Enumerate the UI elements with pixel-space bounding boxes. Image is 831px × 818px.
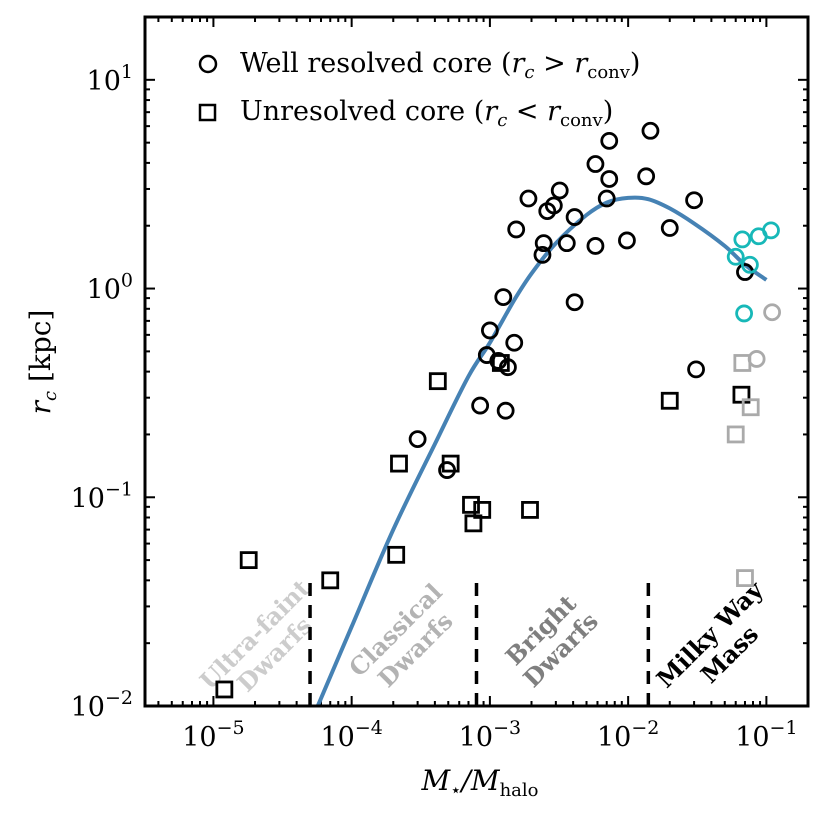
x-tick-label: 10−3	[459, 717, 521, 753]
data-point-circle	[687, 360, 705, 379]
data-point-circle	[507, 220, 526, 239]
data-point-square	[726, 425, 745, 444]
data-point-square	[741, 398, 760, 417]
point-layer	[215, 121, 782, 699]
x-tick-label: 10−1	[735, 717, 797, 753]
data-point-square	[521, 501, 539, 519]
data-point-circle	[533, 245, 552, 264]
data-point-circle	[733, 230, 752, 249]
data-point-circle	[505, 333, 524, 352]
legend-entry-resolved: Well resolved core (rc > rconv)	[240, 48, 640, 83]
data-point-circle	[471, 396, 490, 415]
data-point-circle	[600, 170, 619, 188]
tick-layer: 10−5 10−4 10−3 10−2 10−1 10−2 10−1 100 101	[71, 16, 809, 753]
data-point-circle	[637, 167, 656, 186]
fit-curve-line	[315, 195, 768, 706]
data-point-square	[387, 545, 406, 564]
data-point-circle	[763, 303, 782, 322]
y-tick-label: 101	[87, 61, 133, 97]
data-point-square	[215, 680, 234, 699]
data-point-circle	[600, 131, 619, 150]
data-point-circle	[735, 304, 754, 323]
legend-entry-unresolved: Unresolved core (rc < rconv)	[240, 96, 613, 131]
data-point-circle	[641, 121, 660, 140]
data-point-square	[491, 354, 510, 372]
data-point-circle	[741, 255, 759, 274]
data-point-square	[390, 454, 408, 473]
data-point-square	[473, 501, 492, 519]
data-point-circle	[519, 189, 538, 208]
data-point-square	[733, 354, 752, 372]
x-axis-title: M⋆/Mhalo	[421, 764, 539, 801]
legend-square-marker	[198, 103, 217, 122]
data-point-circle	[618, 231, 636, 250]
data-point-square	[732, 385, 751, 404]
data-point-circle	[586, 155, 605, 173]
x-tick-label: 10−5	[182, 717, 244, 753]
plot-frame	[143, 15, 810, 708]
data-point-circle	[534, 234, 553, 253]
y-tick-label: 100	[87, 270, 133, 306]
x-tick-label: 10−4	[320, 717, 382, 753]
data-point-circle	[597, 189, 616, 208]
data-point-square	[428, 372, 447, 391]
data-point-circle	[408, 430, 427, 448]
data-point-circle	[496, 401, 515, 420]
data-point-circle	[762, 221, 780, 240]
data-point-square	[441, 454, 460, 473]
data-point-square	[660, 391, 679, 410]
data-point-circle	[480, 321, 499, 340]
data-point-square	[239, 551, 258, 570]
data-point-square	[321, 571, 340, 590]
data-point-square	[736, 569, 754, 587]
data-point-circle	[565, 208, 584, 226]
data-point-circle	[660, 219, 679, 237]
data-point-circle	[557, 234, 576, 253]
data-point-circle	[550, 181, 569, 200]
data-point-circle	[494, 288, 513, 307]
curve-layer	[315, 195, 768, 706]
data-point-circle	[685, 191, 703, 210]
x-tick-label: 10−2	[597, 717, 659, 753]
legend: Well resolved core (rc > rconv) Unresolv…	[198, 48, 640, 131]
data-point-circle	[565, 293, 584, 312]
data-point-circle	[544, 196, 563, 215]
y-tick-label: 10−1	[71, 478, 133, 514]
y-tick-label: 10−2	[71, 687, 133, 723]
data-point-circle	[586, 237, 605, 255]
y-axis-title: rc [kpc]	[24, 310, 61, 415]
data-point-circle	[726, 247, 745, 266]
legend-circle-marker	[198, 54, 218, 74]
data-point-square	[462, 495, 480, 514]
